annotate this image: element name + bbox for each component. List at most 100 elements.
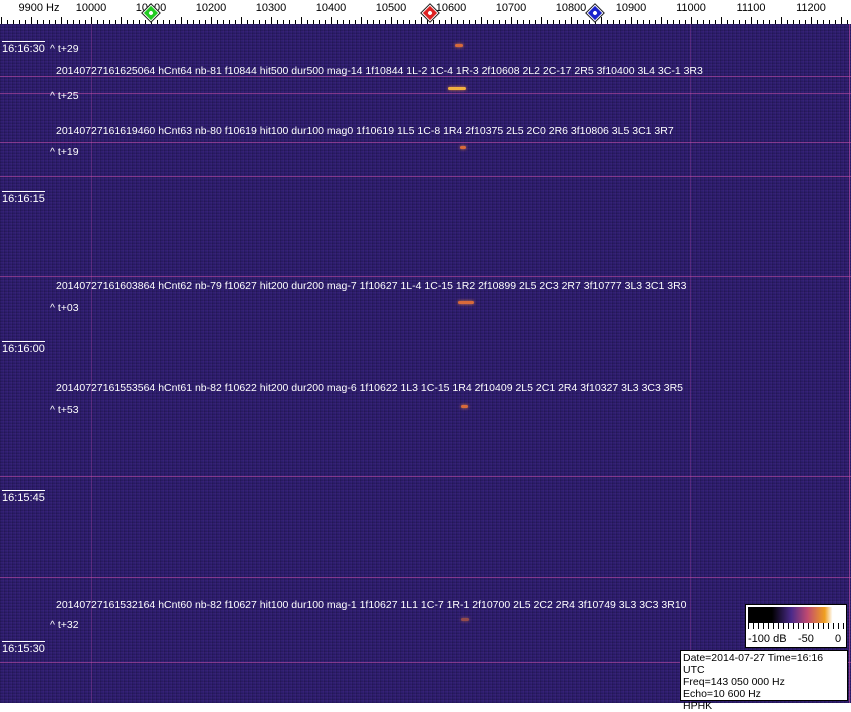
axis-tick bbox=[163, 20, 164, 24]
axis-tick bbox=[451, 17, 452, 24]
colorbar-label: -100 dB bbox=[748, 633, 787, 645]
axis-tick bbox=[205, 20, 206, 24]
detection-line: 20140727161625064 hCnt64 nb-81 f10844 hi… bbox=[56, 65, 703, 77]
axis-tick bbox=[25, 20, 26, 24]
axis-tick bbox=[85, 20, 86, 24]
colorbar bbox=[748, 607, 844, 623]
axis-tick bbox=[709, 20, 710, 24]
axis-tick bbox=[667, 20, 668, 24]
axis-tick bbox=[433, 20, 434, 24]
axis-tick bbox=[379, 20, 380, 24]
detection-line: 20140727161532164 hCnt60 nb-82 f10627 hi… bbox=[56, 599, 687, 611]
axis-tick bbox=[703, 20, 704, 24]
detection-line: 20140727161619460 hCnt63 nb-80 f10619 hi… bbox=[56, 125, 674, 137]
axis-tick bbox=[43, 20, 44, 24]
colorbar-label: -50 bbox=[798, 633, 814, 645]
grid-line bbox=[91, 24, 92, 703]
axis-tick bbox=[763, 20, 764, 24]
axis-tick bbox=[565, 20, 566, 24]
axis-tick-label: 11000 bbox=[676, 2, 706, 14]
axis-tick bbox=[181, 17, 182, 24]
info-box: Date=2014-07-27 Time=16:16 UTC Freq=143 … bbox=[680, 650, 848, 712]
info-frequency: Freq=143 050 000 Hz bbox=[683, 676, 785, 688]
axis-tick bbox=[241, 17, 242, 24]
axis-tick bbox=[787, 20, 788, 24]
offset-label: ^ t+03 bbox=[50, 302, 79, 314]
axis-tick-label: 10000 bbox=[75, 2, 107, 14]
axis-tick bbox=[481, 17, 482, 24]
axis-tick bbox=[595, 20, 596, 24]
axis-tick bbox=[511, 17, 512, 24]
axis-tick bbox=[589, 20, 590, 24]
axis-tick bbox=[715, 20, 716, 24]
axis-tick bbox=[679, 20, 680, 24]
axis-tick bbox=[403, 20, 404, 24]
axis-tick bbox=[7, 20, 8, 24]
axis-tick bbox=[541, 17, 542, 24]
axis-tick-label: 10800 bbox=[555, 2, 587, 14]
axis-tick bbox=[265, 20, 266, 24]
detection-line: 20140727161553564 hCnt61 nb-82 f10622 hi… bbox=[56, 382, 684, 394]
axis-tick bbox=[169, 20, 170, 24]
info-station: HPHK bbox=[683, 700, 713, 712]
axis-tick bbox=[631, 17, 632, 24]
detection-line: 20140727161603864 hCnt62 nb-79 f10627 hi… bbox=[56, 280, 687, 292]
echo-trace bbox=[461, 618, 469, 621]
axis-tick bbox=[583, 20, 584, 24]
info-echo: Echo=10 600 Hz bbox=[683, 688, 761, 700]
axis-tick bbox=[769, 20, 770, 24]
axis-tick-label: 10500 bbox=[375, 2, 407, 14]
axis-tick bbox=[577, 20, 578, 24]
axis-tick bbox=[31, 17, 32, 24]
axis-tick bbox=[295, 20, 296, 24]
frequency-axis: 9900 Hz100001010010200103001040010500106… bbox=[0, 0, 851, 24]
axis-tick bbox=[127, 20, 128, 24]
axis-tick bbox=[19, 20, 20, 24]
axis-tick bbox=[301, 17, 302, 24]
axis-tick bbox=[109, 20, 110, 24]
axis-tick bbox=[421, 17, 422, 24]
axis-tick bbox=[643, 20, 644, 24]
axis-tick bbox=[697, 20, 698, 24]
echo-trace bbox=[460, 146, 466, 149]
axis-tick bbox=[199, 20, 200, 24]
axis-tick bbox=[139, 20, 140, 24]
axis-tick bbox=[499, 20, 500, 24]
axis-tick bbox=[721, 17, 722, 24]
axis-tick bbox=[337, 20, 338, 24]
axis-tick bbox=[535, 20, 536, 24]
axis-tick bbox=[13, 20, 14, 24]
axis-tick bbox=[289, 20, 290, 24]
axis-tick bbox=[73, 20, 74, 24]
axis-tick bbox=[97, 20, 98, 24]
axis-tick bbox=[817, 20, 818, 24]
axis-tick-label: 9900 Hz bbox=[18, 2, 60, 14]
grid-line bbox=[0, 662, 851, 663]
axis-tick bbox=[397, 20, 398, 24]
axis-tick bbox=[187, 20, 188, 24]
axis-tick bbox=[745, 20, 746, 24]
offset-label: ^ t+53 bbox=[50, 404, 79, 416]
axis-tick bbox=[175, 20, 176, 24]
axis-tick bbox=[349, 20, 350, 24]
axis-tick bbox=[793, 20, 794, 24]
axis-tick bbox=[325, 20, 326, 24]
axis-tick bbox=[235, 20, 236, 24]
axis-tick bbox=[1, 17, 2, 24]
axis-tick bbox=[469, 20, 470, 24]
axis-tick bbox=[103, 20, 104, 24]
axis-tick bbox=[115, 20, 116, 24]
axis-tick bbox=[55, 20, 56, 24]
axis-tick bbox=[331, 17, 332, 24]
axis-tick bbox=[829, 20, 830, 24]
axis-tick bbox=[247, 20, 248, 24]
grid-line bbox=[0, 76, 851, 77]
axis-tick bbox=[523, 20, 524, 24]
axis-tick bbox=[505, 20, 506, 24]
axis-tick bbox=[49, 20, 50, 24]
axis-tick bbox=[91, 17, 92, 24]
axis-tick bbox=[493, 20, 494, 24]
time-label: 16:16:00 bbox=[2, 341, 45, 355]
axis-tick bbox=[571, 17, 572, 24]
